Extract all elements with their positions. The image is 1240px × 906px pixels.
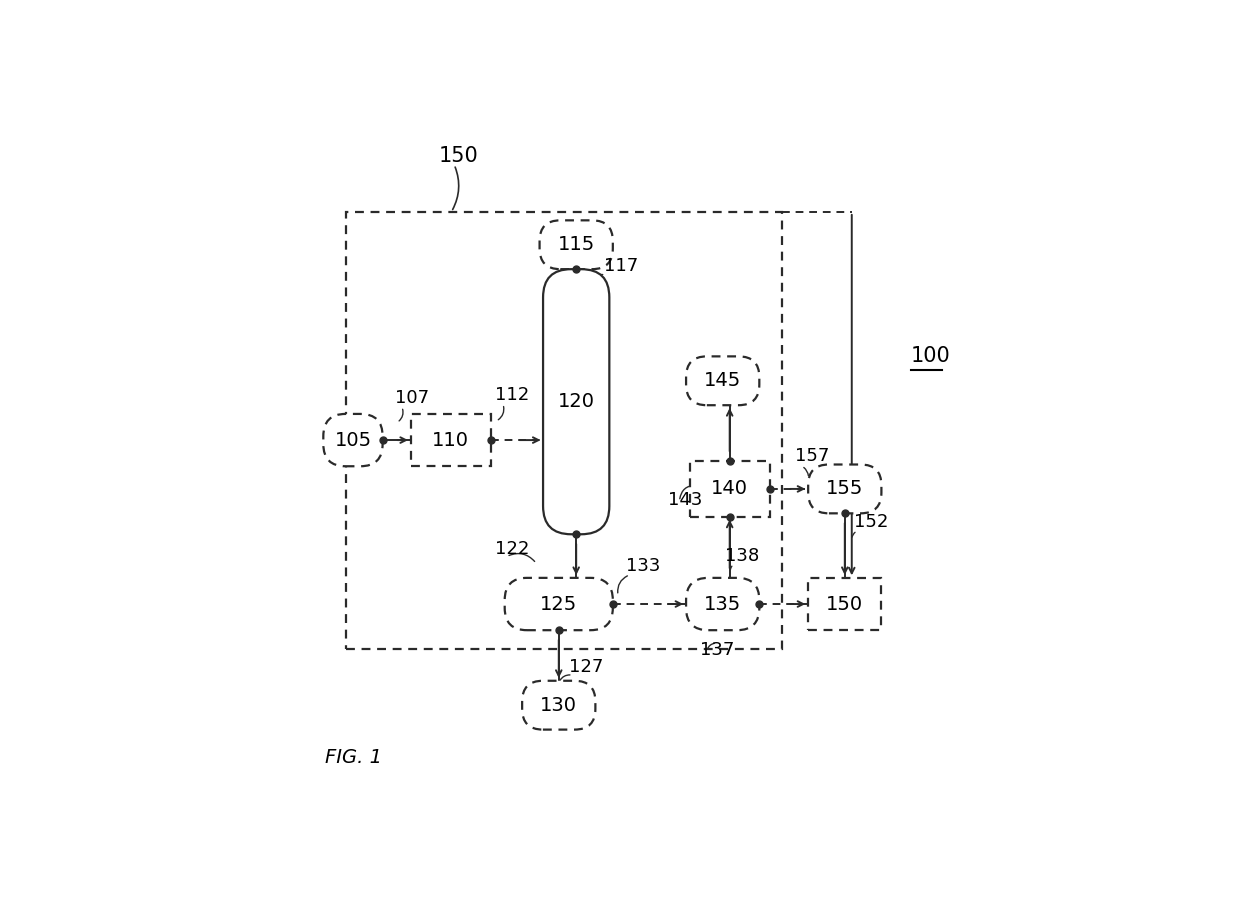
- Text: 112: 112: [495, 386, 528, 404]
- Text: 107: 107: [394, 389, 429, 407]
- Text: 157: 157: [795, 447, 828, 465]
- Text: 125: 125: [541, 594, 578, 613]
- FancyBboxPatch shape: [686, 356, 759, 405]
- Text: 150: 150: [826, 594, 863, 613]
- Text: 100: 100: [911, 346, 951, 366]
- Bar: [410, 414, 491, 467]
- FancyBboxPatch shape: [505, 578, 613, 631]
- Bar: [346, 212, 782, 650]
- Text: 143: 143: [668, 491, 703, 509]
- Text: 115: 115: [558, 236, 595, 255]
- Text: 133: 133: [626, 556, 661, 574]
- FancyBboxPatch shape: [808, 465, 882, 514]
- Text: 152: 152: [854, 514, 888, 531]
- Text: 105: 105: [335, 430, 372, 449]
- Text: 127: 127: [569, 659, 604, 677]
- FancyBboxPatch shape: [543, 269, 609, 535]
- Bar: [808, 578, 882, 631]
- Text: 140: 140: [712, 479, 748, 498]
- Text: 145: 145: [704, 371, 742, 390]
- Text: 155: 155: [826, 479, 863, 498]
- FancyBboxPatch shape: [539, 220, 613, 269]
- FancyBboxPatch shape: [686, 578, 759, 631]
- Text: 117: 117: [604, 256, 639, 275]
- Text: 122: 122: [495, 540, 529, 558]
- FancyBboxPatch shape: [324, 414, 383, 467]
- Text: 137: 137: [701, 641, 735, 659]
- Bar: [689, 461, 770, 516]
- Text: 130: 130: [541, 696, 578, 715]
- Text: 135: 135: [704, 594, 742, 613]
- Text: 138: 138: [725, 547, 759, 564]
- Text: 120: 120: [558, 392, 595, 411]
- Text: 110: 110: [432, 430, 469, 449]
- Text: FIG. 1: FIG. 1: [325, 748, 382, 767]
- Text: 150: 150: [439, 146, 479, 166]
- FancyBboxPatch shape: [522, 680, 595, 729]
